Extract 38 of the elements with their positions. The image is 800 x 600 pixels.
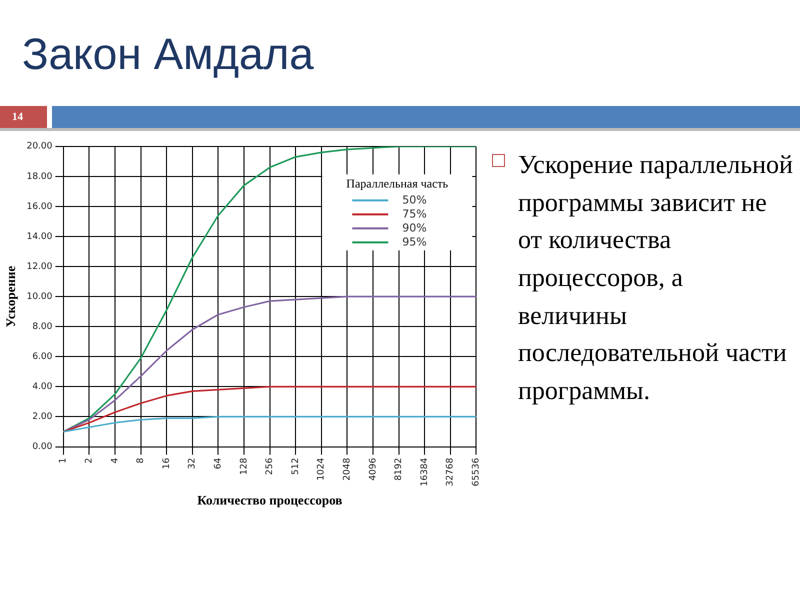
x-tick-label: 32 (188, 458, 198, 470)
x-tick-label: 2 (84, 458, 95, 464)
y-tick-label: 2.00 (32, 412, 53, 422)
y-tick-label: 8.00 (32, 322, 53, 332)
legend-label: 75% (402, 207, 427, 220)
x-tick-label: 4096 (368, 458, 378, 481)
x-tick-label: 65536 (472, 458, 482, 486)
y-tick-label: 20.00 (26, 142, 53, 152)
x-axis-title: Количество процессоров (197, 492, 342, 508)
y-tick-label: 18.00 (26, 172, 53, 182)
x-tick-label: 2048 (342, 458, 353, 481)
legend-label: 95% (402, 235, 427, 248)
x-tick-label: 32768 (446, 458, 456, 486)
x-tick-label: 256 (265, 458, 276, 475)
chart-title: Закон Амдала (22, 30, 314, 80)
text: Ускорение параллельной программы зависит не от количества процессоров, а величины последовательной части программы. (518, 149, 793, 408)
y-tick-label: 6.00 (32, 352, 53, 362)
x-tick-label: 128 (239, 458, 250, 475)
x-tick-label: 16384 (420, 458, 430, 486)
legend-label: 90% (402, 221, 427, 234)
y-tick-label: 14.00 (26, 232, 53, 242)
x-tick-label: 1024 (316, 458, 327, 481)
x-tick-label: 16 (162, 457, 172, 470)
x-tick-label: 64 (214, 457, 224, 470)
x-tick-label: 8192 (394, 458, 404, 481)
y-tick-label: 16.00 (26, 202, 53, 212)
y-tick-label: 10.00 (26, 292, 53, 302)
y-tick-label: 12.00 (26, 262, 53, 272)
x-tick-label: 4 (110, 458, 120, 464)
text: 14 (0, 106, 47, 128)
x-tick-label: 1 (58, 458, 69, 464)
legend-title: Параллельная часть (346, 176, 449, 191)
y-tick-label: 4.00 (32, 382, 53, 392)
x-tick-label: 512 (290, 458, 301, 475)
legend-label: 50% (402, 193, 427, 206)
y-tick-label: 0.00 (32, 442, 53, 452)
x-tick-label: 8 (136, 458, 146, 464)
y-axis-title: Ускорение (3, 266, 18, 328)
